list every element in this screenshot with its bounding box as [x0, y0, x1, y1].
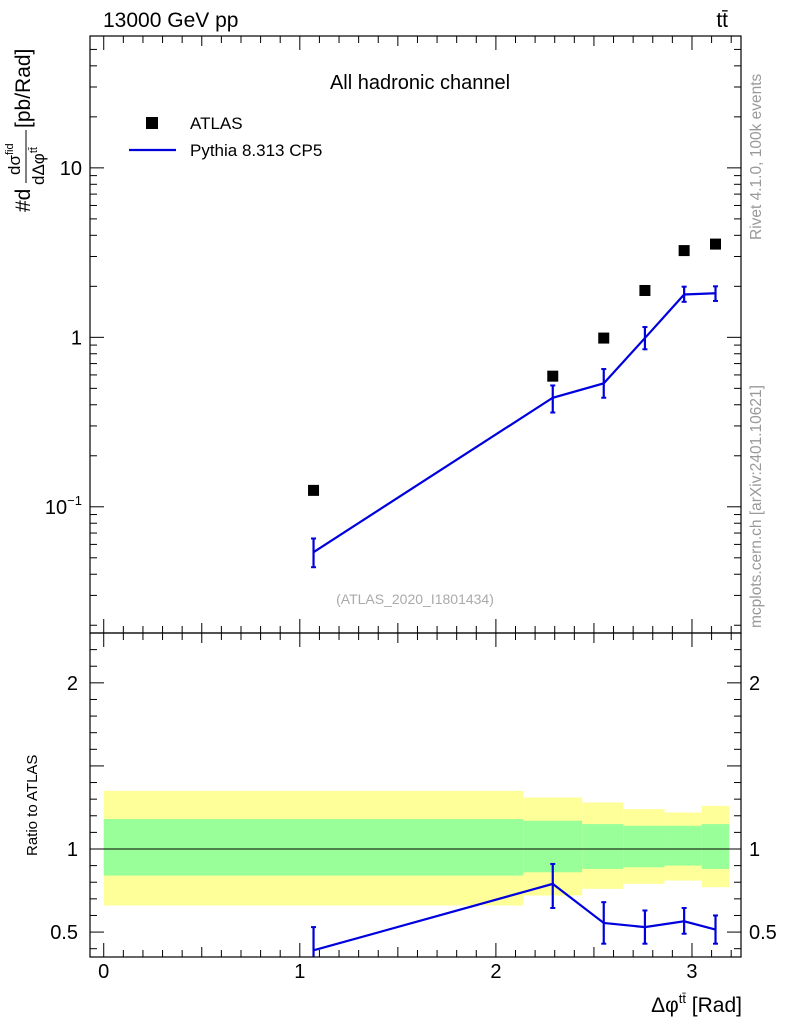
ratio-y-tick-label: 0.5: [50, 922, 78, 944]
ratio-inner-band: [623, 825, 665, 868]
svg-text:dΔφtt̄: dΔφtt̄: [28, 147, 48, 185]
ratio-y-axis-label: Ratio to ATLAS: [24, 755, 41, 856]
main-y-tick-label: 10: [60, 158, 82, 180]
main-panel: 10−1 1 10 All hadronic channel (ATLAS_2020…: [4, 35, 742, 634]
ratio-frame: [89, 632, 742, 958]
ratio-inner-band: [103, 819, 524, 876]
ratio-y-tick-label-right: 2: [749, 673, 760, 695]
legend-atlas-label: ATLAS: [190, 114, 243, 133]
rivet-label: Rivet 4.1.0, 100k events: [748, 73, 765, 240]
svg-text:#d: #d: [12, 189, 35, 212]
atlas-point: [547, 370, 559, 382]
ratio-x-tick-label: 2: [490, 961, 501, 983]
ratio-ticks: 0.5 0.5 1 1 2 2 0 1 2 3: [50, 633, 777, 983]
main-y-tick-label: 1: [71, 327, 82, 349]
atlas-point: [598, 332, 610, 344]
ratio-inner-band: [664, 825, 702, 866]
legend-atlas-marker: [146, 117, 158, 129]
ratio-panel: 0.5 0.5 1 1 2 2 0 1 2 3 Ratio to ATLAS: [24, 632, 777, 983]
process-label: tt̄: [716, 9, 728, 32]
ratio-y-tick-label-right: 0.5: [749, 922, 777, 944]
source-label: mcplots.cern.ch [arXiv:2401.10621]: [748, 385, 765, 628]
ratio-marks: [311, 862, 719, 957]
main-ticks: 10−1 1 10: [45, 35, 741, 633]
main-frame: [89, 35, 742, 634]
main-y-axis-label: #d dσfid dΔφtt̄ [pb/Rad]: [4, 49, 48, 212]
ratio-x-tick-label: 0: [98, 961, 109, 983]
pythia-line: [312, 292, 716, 554]
energy-label: 13000 GeV pp: [103, 9, 238, 32]
atlas-point: [639, 284, 651, 296]
svg-text:dσfid: dσfid: [4, 143, 24, 175]
legend: ATLAS Pythia 8.313 CP5: [129, 114, 322, 160]
analysis-watermark: (ATLAS_2020_I1801434): [336, 591, 494, 607]
ratio-inner-band: [701, 824, 730, 869]
ratio-y-tick-label: 2: [67, 673, 78, 695]
ratio-y-tick-label-right: 1: [749, 839, 760, 861]
ratio-x-tick-label: 1: [294, 961, 305, 983]
svg-text:Δφtt̄ [Rad]: Δφtt̄ [Rad]: [651, 991, 742, 1017]
x-axis-label: Δφtt̄ [Rad]: [651, 991, 742, 1017]
legend-pythia-label: Pythia 8.313 CP5: [190, 141, 322, 160]
ratio-bands: [90, 790, 741, 906]
atlas-point: [308, 484, 320, 496]
ratio-pythia-line: [313, 882, 716, 952]
ratio-inner-band: [582, 824, 624, 869]
atlas-point: [710, 238, 722, 250]
main-title: All hadronic channel: [330, 72, 510, 94]
ratio-x-tick-label: 3: [686, 961, 697, 983]
svg-text:[pb/Rad]: [pb/Rad]: [12, 49, 35, 128]
ratio-y-tick-label: 1: [67, 839, 78, 861]
main-y-tick-label: 10−1: [45, 493, 82, 519]
atlas-point: [678, 245, 690, 257]
main-marks: [308, 238, 722, 569]
